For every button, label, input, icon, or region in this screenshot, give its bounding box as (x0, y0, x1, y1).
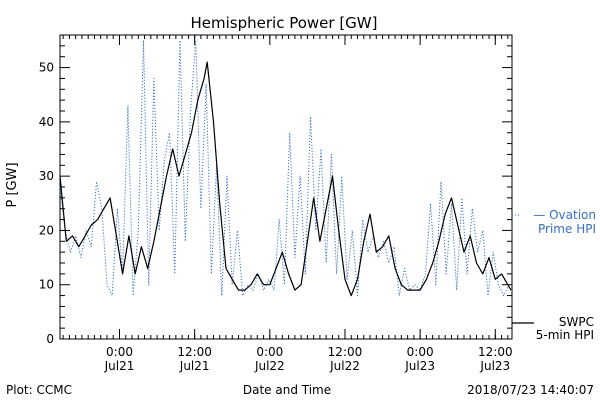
x-tick-label-time: 12:00 (328, 345, 363, 359)
legend-label-ovation: Prime HPI (538, 222, 596, 236)
x-tick-label-time: 0:00 (256, 345, 283, 359)
y-tick-label: 40 (39, 115, 54, 129)
legend-label-swpc: SWPC (559, 315, 594, 329)
y-axis-label: P [GW] (5, 162, 20, 207)
x-tick-label-time: 12:00 (478, 345, 513, 359)
series-line-1 (59, 61, 512, 297)
x-tick-label-date: Jul22 (329, 359, 360, 373)
axis-layer: 010203040500:00Jul2112:00Jul210:00Jul221… (39, 34, 513, 373)
x-tick-label-time: 12:00 (177, 345, 212, 359)
footer-timestamp: 2018/07/23 14:40:07 (467, 383, 594, 397)
x-tick-label-time: 0:00 (407, 345, 434, 359)
legend-label-ovation: — Ovation (533, 208, 596, 222)
x-tick-label-date: Jul21 (104, 359, 135, 373)
x-tick-label-date: Jul22 (254, 359, 285, 373)
y-tick-label: 50 (39, 61, 54, 75)
series-layer (59, 39, 512, 297)
plot-area: 010203040500:00Jul2112:00Jul210:00Jul221… (39, 34, 513, 373)
chart-title: Hemispheric Power [GW] (191, 14, 378, 32)
x-tick-label-date: Jul21 (179, 359, 210, 373)
x-tick-label-time: 0:00 (106, 345, 133, 359)
y-tick-label: 30 (39, 169, 54, 183)
x-tick-label-date: Jul23 (404, 359, 435, 373)
x-axis-label: Date and Time (243, 383, 331, 397)
legend-label-swpc: 5-min HPI (536, 328, 594, 342)
x-tick-label-date: Jul23 (479, 359, 510, 373)
footer-credit: Plot: CCMC (6, 383, 72, 397)
y-tick-label: 20 (39, 223, 54, 237)
y-tick-label: 0 (46, 332, 54, 346)
y-tick-label: 10 (39, 278, 54, 292)
